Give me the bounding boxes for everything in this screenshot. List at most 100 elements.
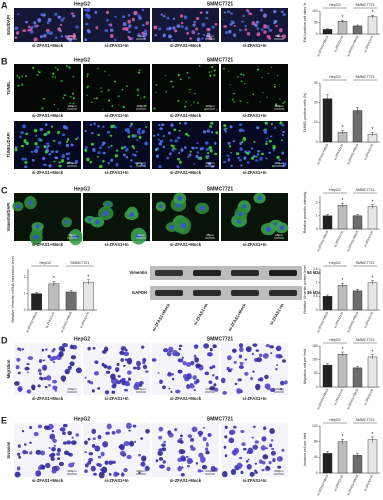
cell xyxy=(238,365,244,370)
cell xyxy=(262,91,264,94)
cell xyxy=(48,164,52,168)
cell xyxy=(16,74,19,77)
cell xyxy=(158,435,163,440)
cell xyxy=(131,145,135,148)
cell xyxy=(250,377,253,381)
cell xyxy=(189,150,192,153)
cell xyxy=(44,123,48,126)
cell xyxy=(270,388,274,392)
cell xyxy=(233,33,237,37)
cell xyxy=(128,429,131,432)
cell xyxy=(233,425,237,429)
significance-mark: * xyxy=(342,125,344,131)
cell xyxy=(201,22,206,27)
y-tick-label: 2 xyxy=(24,275,26,279)
cell xyxy=(14,26,19,30)
cell-line-header: SMMC7721 xyxy=(207,1,234,7)
cell xyxy=(247,458,250,461)
cell xyxy=(192,23,196,27)
bar xyxy=(48,283,60,311)
cell xyxy=(189,37,193,40)
image-caption: si-ZFAS1+In xyxy=(104,170,129,175)
cell xyxy=(223,67,225,70)
cell xyxy=(187,434,193,439)
cell xyxy=(121,15,126,19)
significance-mark: * xyxy=(372,350,374,356)
cell xyxy=(245,346,252,353)
cell xyxy=(278,158,281,161)
cell xyxy=(72,92,75,95)
bar xyxy=(337,354,348,388)
cell xyxy=(127,135,131,138)
cell xyxy=(280,139,284,142)
cell xyxy=(201,464,208,470)
cell xyxy=(206,129,210,133)
cell xyxy=(194,357,200,363)
cell xyxy=(84,463,89,468)
cell xyxy=(186,373,192,380)
blot-strip xyxy=(150,266,302,280)
cell xyxy=(178,448,184,455)
group-label: SMMC7721 xyxy=(70,261,89,265)
cell xyxy=(25,141,29,146)
bar xyxy=(337,21,348,35)
cell xyxy=(30,150,34,154)
cell xyxy=(40,450,46,456)
nucleus xyxy=(33,234,39,240)
cell xyxy=(125,348,128,352)
cell xyxy=(207,162,212,166)
cell xyxy=(33,431,39,437)
cell xyxy=(193,163,196,165)
cell xyxy=(56,452,61,456)
cell xyxy=(184,105,187,108)
cell xyxy=(264,383,271,390)
cell xyxy=(72,102,75,105)
y-tick-label: 0.5 xyxy=(313,294,318,298)
micrograph xyxy=(14,121,81,169)
cell xyxy=(114,80,117,83)
x-tick-label: si-ZFAS1+Mock xyxy=(60,311,73,334)
cell xyxy=(187,156,190,158)
cell xyxy=(255,20,260,24)
cell xyxy=(261,436,267,442)
cell xyxy=(170,373,174,376)
cell xyxy=(182,360,187,366)
y-tick-label: 0 xyxy=(316,140,318,144)
band-label: GAPDH xyxy=(132,290,147,295)
cell xyxy=(191,146,195,150)
cell xyxy=(142,357,147,363)
row-label: Migration xyxy=(6,359,11,378)
cell xyxy=(241,20,244,23)
cell xyxy=(90,123,93,126)
cell xyxy=(134,26,138,30)
cell xyxy=(58,346,65,351)
cell xyxy=(56,130,60,135)
lane-label: si-ZFAS1+Mock xyxy=(151,302,171,332)
cell xyxy=(49,31,54,35)
cell xyxy=(108,23,111,26)
cell xyxy=(255,349,259,352)
cell xyxy=(142,364,148,370)
y-tick-label: 1 xyxy=(316,214,318,218)
cell xyxy=(141,8,145,12)
cell xyxy=(245,460,249,463)
cell xyxy=(157,450,163,456)
cell xyxy=(252,425,256,428)
cell xyxy=(282,359,286,363)
cell xyxy=(72,97,75,100)
y-tick-label: 0 xyxy=(316,32,318,36)
cell xyxy=(256,68,260,71)
cell xyxy=(128,440,135,447)
cell xyxy=(214,22,218,26)
lane-label: si-ZFAS1+Mock xyxy=(227,302,247,332)
cell xyxy=(145,428,150,434)
cell xyxy=(211,365,216,369)
cell xyxy=(240,429,245,434)
cell xyxy=(48,423,54,430)
cell xyxy=(46,31,50,35)
cell xyxy=(211,25,215,29)
x-tick-label: si-ZFAS1+In xyxy=(333,35,344,53)
cell xyxy=(68,462,75,468)
cell xyxy=(256,126,260,130)
cell xyxy=(253,469,257,472)
